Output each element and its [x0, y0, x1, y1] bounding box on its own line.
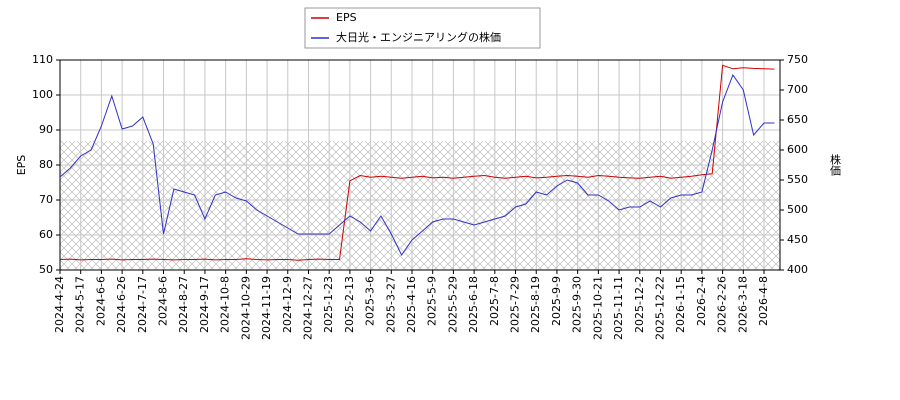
y-tick-label: 50	[39, 263, 53, 276]
x-tick-label: 2026-1-15	[674, 276, 687, 333]
shaded-region	[60, 141, 780, 270]
x-tick-label: 2024-9-17	[198, 276, 211, 333]
x-tick-label: 2024-12-9	[281, 276, 294, 333]
x-tick-label: 2025-8-19	[529, 276, 542, 333]
x-tick-label: 2025-11-11	[612, 276, 625, 340]
y2-tick-label: 650	[787, 113, 808, 126]
x-tick-label: 2025-6-18	[467, 276, 480, 333]
series-line	[59, 73, 775, 256]
y-tick-label: 90	[39, 123, 53, 136]
x-tick-label: 2026-2-4	[695, 276, 708, 326]
x-tick-label: 2025-5-9	[426, 276, 439, 326]
y-tick-label: 70	[39, 193, 53, 206]
x-tick-label: 2025-3-6	[364, 276, 377, 326]
y2-tick-label: 450	[787, 233, 808, 246]
x-tick-label: 2025-12-22	[653, 276, 666, 340]
y2-tick-label: 700	[787, 83, 808, 96]
x-tick-label: 2024-8-27	[177, 276, 190, 333]
x-tick-label: 2025-4-16	[405, 276, 418, 333]
x-tick-label: 2024-10-8	[219, 276, 232, 333]
x-tick-label: 2024-7-17	[136, 276, 149, 333]
x-tick-label: 2025-5-29	[446, 276, 459, 333]
y2-tick-label: 500	[787, 203, 808, 216]
x-tick-label: 2025-12-2	[633, 276, 646, 333]
x-tick-label: 2025-3-27	[384, 276, 397, 333]
x-tick-label: 2024-4-24	[53, 276, 66, 333]
x-tick-label: 2025-9-30	[571, 276, 584, 333]
x-tick-label: 2026-4-8	[757, 276, 770, 326]
x-tick-label: 2025-9-9	[550, 276, 563, 326]
legend	[304, 7, 541, 49]
x-tick-label: 2026-3-18	[736, 276, 749, 333]
x-tick-label: 2025-1-23	[322, 276, 335, 333]
x-tick-label: 2024-6-26	[115, 276, 128, 333]
x-tick-label: 2024-12-27	[301, 276, 314, 340]
legend-label: 大日光・エンジニアリングの株価	[336, 30, 501, 44]
x-tick-label: 2024-8-6	[157, 276, 170, 326]
series-line	[59, 64, 775, 261]
x-tick-label: 2026-2-26	[716, 276, 729, 333]
y-axis-label: EPS	[15, 155, 28, 176]
y-tick-label: 80	[39, 158, 53, 171]
legend-label: EPS	[336, 11, 357, 24]
y-tick-label: 100	[32, 88, 53, 101]
x-tick-label: 2025-7-8	[488, 276, 501, 326]
x-tick-label: 2024-11-19	[260, 276, 273, 340]
x-tick-label: 2025-2-13	[343, 276, 356, 333]
y2-tick-label: 750	[787, 53, 808, 66]
y2-tick-label: 550	[787, 173, 808, 186]
x-tick-label: 2024-10-29	[239, 276, 252, 340]
x-tick-label: 2024-5-17	[74, 276, 87, 333]
x-tick-label: 2025-7-29	[509, 276, 522, 333]
y-tick-label: 60	[39, 228, 53, 241]
y2-tick-label: 600	[787, 143, 808, 156]
x-tick-label: 2025-10-21	[591, 276, 604, 340]
y2-tick-label: 400	[787, 263, 808, 276]
y2-axis-label: 株価	[829, 153, 842, 176]
x-tick-label: 2024-6-6	[94, 276, 107, 326]
y-tick-label: 110	[32, 53, 53, 66]
plot-frame	[59, 59, 781, 271]
